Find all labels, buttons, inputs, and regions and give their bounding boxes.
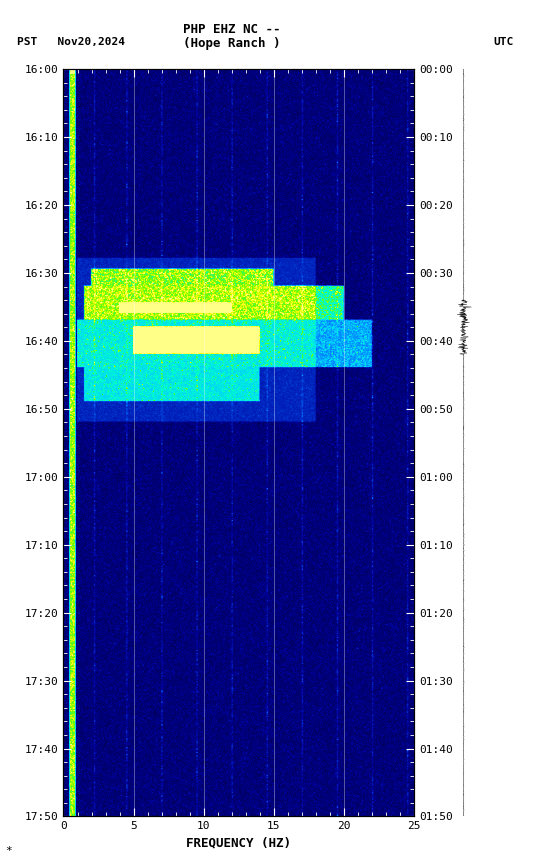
Text: PHP EHZ NC --: PHP EHZ NC -- [183,23,280,36]
X-axis label: FREQUENCY (HZ): FREQUENCY (HZ) [186,837,291,850]
Text: PST   Nov20,2024: PST Nov20,2024 [17,37,125,48]
Text: (Hope Ranch ): (Hope Ranch ) [183,37,280,50]
Text: UTC: UTC [493,37,513,48]
Text: *: * [6,846,12,855]
